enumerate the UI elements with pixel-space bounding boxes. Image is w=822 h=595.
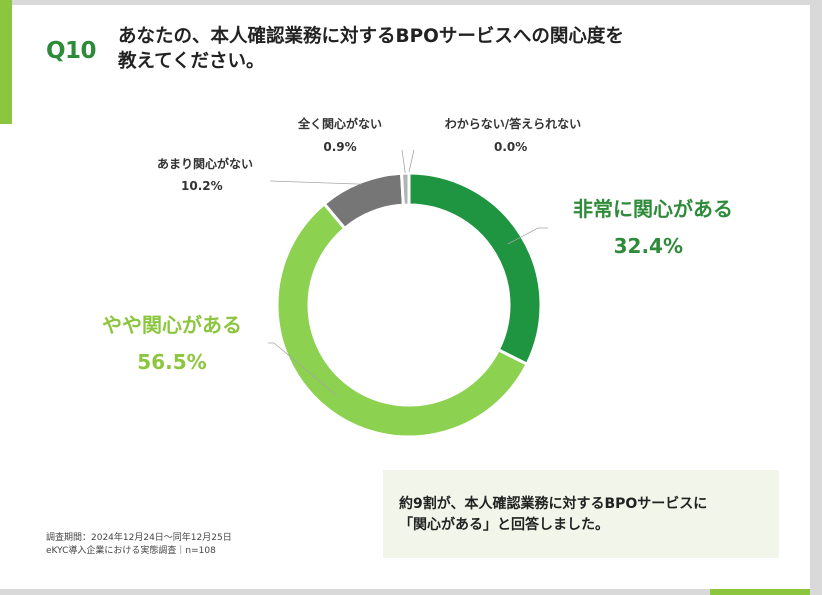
leader-line-not-very-interested <box>269 180 362 185</box>
label-not-very-interested-value: 10.2% <box>181 179 223 193</box>
summary-line-1: 約9割が、本人確認業務に対するBPOサービスに <box>399 496 708 512</box>
label-unknown-name: わからない/答えられない <box>444 117 582 131</box>
accent-bar-bottom <box>710 589 810 595</box>
question-line-2: 教えてください。 <box>118 51 265 72</box>
footnote-period: 調査期間：2024年12月24日〜同年12月25日 <box>46 533 232 543</box>
label-unknown: わからない/答えられない 0.0% <box>428 118 598 153</box>
question-line-1: あなたの、本人確認業務に対するBPOサービスへの関心度を <box>118 26 624 47</box>
label-very-interested-value: 32.4% <box>613 234 683 258</box>
label-not-very-interested-name: あまり関心がない <box>156 157 253 171</box>
label-not-interested-name: 全く関心がない <box>297 117 382 131</box>
label-not-very-interested: あまり関心がない 10.2% <box>140 158 270 192</box>
label-not-interested-value: 0.9% <box>323 140 357 154</box>
label-somewhat-interested-name: やや関心がある <box>102 313 242 337</box>
leader-line-not-interested <box>401 149 406 174</box>
footnote-sample: eKYC導入企業における実態調査｜n=108 <box>46 546 216 556</box>
label-not-interested: 全く関心がない 0.9% <box>285 118 395 153</box>
frame-top <box>0 0 822 5</box>
question-number: Q10 <box>46 38 97 64</box>
summary-box: 約9割が、本人確認業務に対するBPOサービスに 「関心がある」と回答しました。 <box>383 470 779 558</box>
label-very-interested: 非常に関心がある 32.4% <box>553 199 753 256</box>
donut-slice-very-interested <box>407 171 543 367</box>
label-somewhat-interested-value: 56.5% <box>137 350 207 374</box>
question-text: あなたの、本人確認業務に対するBPOサービスへの関心度を 教えてください。 <box>118 24 678 74</box>
leader-line-very-interested <box>507 227 548 245</box>
footnote: 調査期間：2024年12月24日〜同年12月25日 eKYC導入企業における実態… <box>46 532 232 558</box>
summary-line-2: 「関心がある」と回答しました。 <box>399 517 609 533</box>
label-very-interested-name: 非常に関心がある <box>573 197 733 221</box>
leader-line-somewhat-interested <box>268 342 338 397</box>
donut-slice-not-very-interested <box>322 171 405 231</box>
leader-line-unknown <box>408 149 415 173</box>
label-unknown-value: 0.0% <box>494 140 528 154</box>
donut-slice-somewhat-interested <box>275 201 530 439</box>
label-somewhat-interested: やや関心がある 56.5% <box>82 315 262 372</box>
donut-slice-not-interested <box>399 171 411 207</box>
frame-right <box>810 0 822 595</box>
frame-bottom <box>0 589 822 595</box>
accent-bar-left <box>0 0 12 124</box>
